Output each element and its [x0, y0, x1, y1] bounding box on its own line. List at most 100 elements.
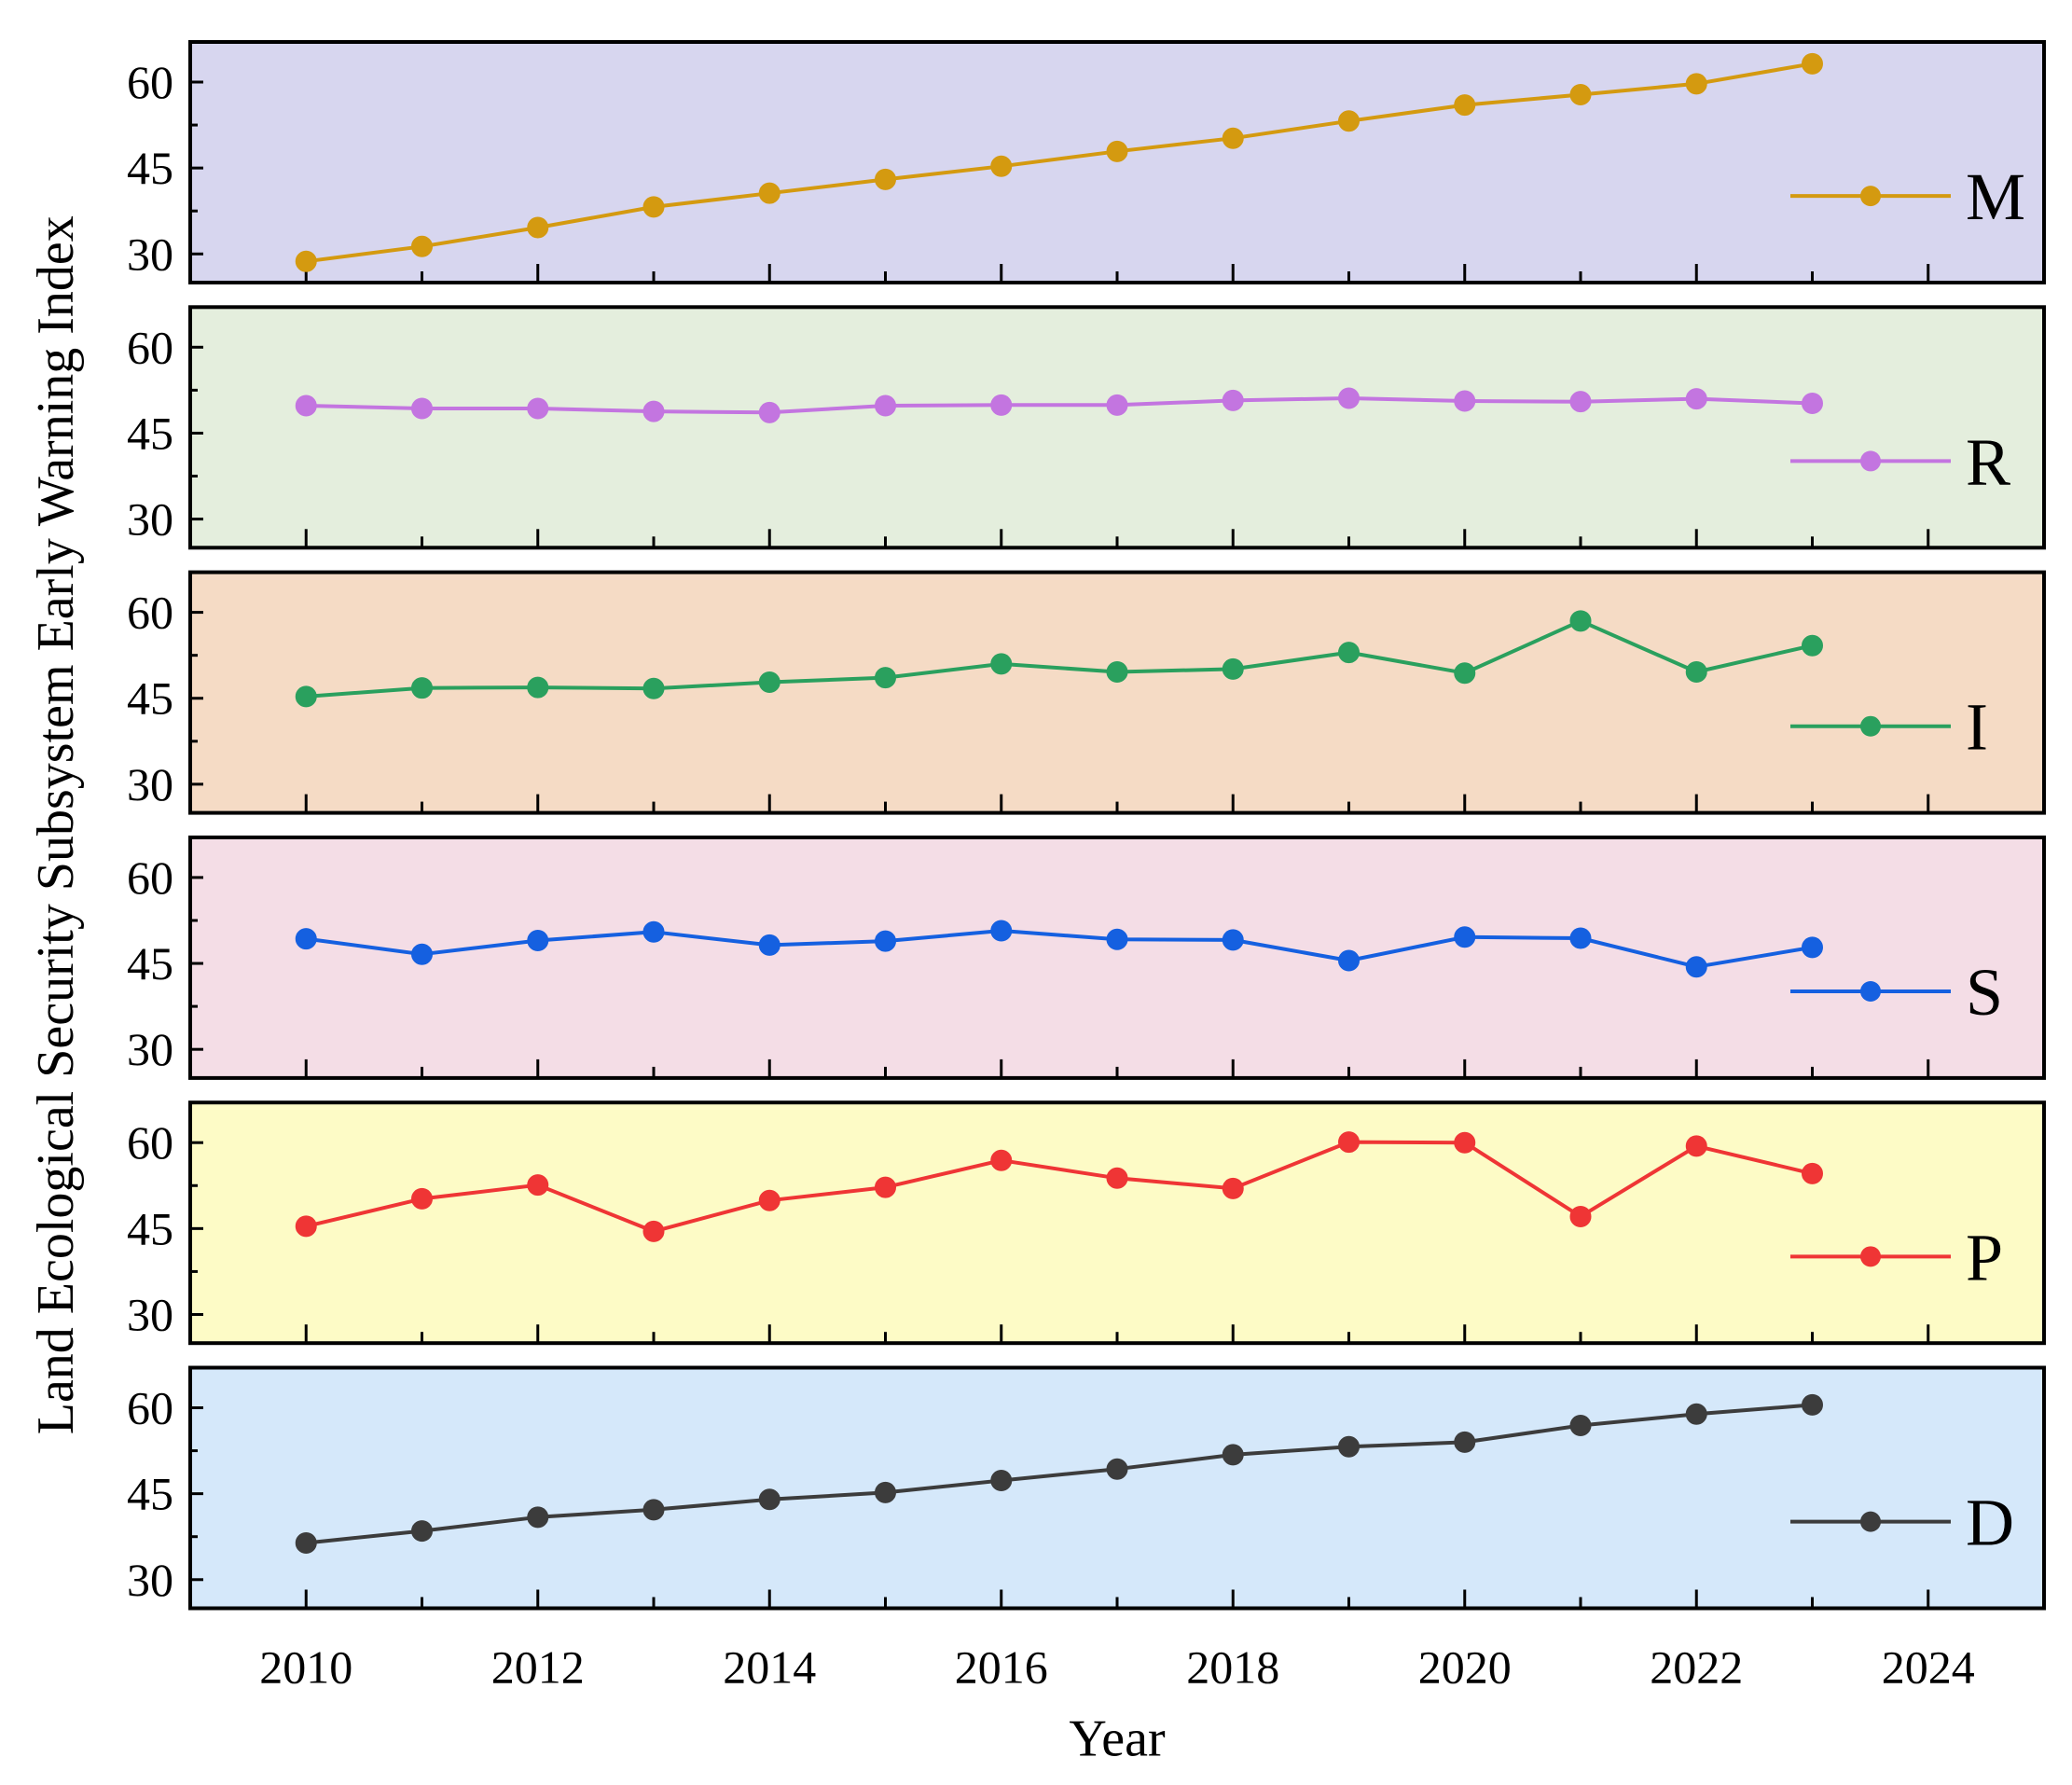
data-point: [990, 920, 1013, 942]
data-point: [875, 667, 896, 689]
panel-background: [190, 1367, 2044, 1609]
panel-frame: [188, 40, 2046, 284]
data-point: [990, 394, 1013, 416]
data-point: [1569, 391, 1592, 413]
data-point: [1338, 1131, 1360, 1154]
data-point: [1106, 140, 1128, 162]
legend-label-s: S: [1966, 955, 2003, 1030]
series-line-i: [306, 618, 1813, 699]
data-point: [1569, 84, 1592, 106]
data-point: [1222, 389, 1244, 411]
data-point: [295, 1531, 317, 1554]
data-point: [1454, 1131, 1476, 1154]
data-point: [1454, 390, 1476, 412]
y-tick-label: 30: [127, 1554, 173, 1606]
data-point: [1454, 94, 1476, 117]
data-point: [758, 1488, 780, 1511]
data-point: [527, 1174, 549, 1197]
x-axis: 2010 2012 2014 2016 2018 2020 2022 2024: [259, 1641, 1975, 1694]
data-point: [758, 182, 780, 204]
x-tick-label: 2020: [1418, 1641, 1512, 1694]
data-point: [1454, 1431, 1476, 1453]
x-tick-label: 2012: [491, 1641, 585, 1694]
panel-background: [190, 837, 2044, 1078]
data-point: [1802, 393, 1823, 414]
data-point: [642, 920, 665, 943]
data-point: [875, 394, 896, 417]
data-point: [1106, 660, 1128, 683]
data-point: [875, 1176, 896, 1198]
y-tick-label: 30: [127, 758, 173, 810]
y-tick-label: 60: [127, 1382, 173, 1434]
data-point: [411, 235, 433, 257]
legend-marker-d: [1860, 1511, 1881, 1532]
chart-panels: 30 45 60 M 30 45 60 R 30 45 60 I 30 45 60 S 30 45 60 P 30 45 6…: [127, 40, 2046, 1611]
data-point: [295, 928, 317, 950]
data-point: [1222, 1444, 1244, 1466]
legend-label-i: I: [1966, 690, 1988, 765]
data-point: [1569, 1415, 1592, 1437]
data-point: [411, 1187, 433, 1210]
data-point: [1802, 1393, 1823, 1416]
data-point: [642, 196, 665, 218]
x-tick-label: 2022: [1650, 1641, 1743, 1694]
y-tick-label: 45: [127, 407, 173, 459]
data-point: [411, 1520, 433, 1543]
data-point: [642, 400, 665, 422]
data-point: [1222, 1177, 1244, 1199]
data-point: [1454, 926, 1476, 948]
data-point: [758, 1189, 780, 1211]
legend-label-m: M: [1966, 159, 2025, 234]
data-point: [1222, 127, 1244, 149]
data-point: [1222, 657, 1244, 680]
data-point: [990, 1149, 1013, 1171]
data-point: [527, 676, 549, 699]
data-point: [1802, 52, 1823, 75]
data-point: [1802, 936, 1823, 959]
panel-s: 30 45 60 S: [127, 835, 2046, 1080]
x-axis-title: Year: [1069, 1710, 1166, 1768]
data-point: [1802, 1162, 1823, 1184]
panel-frame: [188, 835, 2046, 1080]
y-tick-label: 45: [127, 672, 173, 725]
legend-marker-m: [1860, 186, 1881, 207]
data-point: [411, 397, 433, 420]
data-point: [1106, 394, 1128, 416]
data-point: [642, 1499, 665, 1521]
data-point: [1338, 110, 1360, 132]
data-point: [1338, 387, 1360, 409]
x-tick-label: 2016: [955, 1641, 1048, 1694]
legend-label-d: D: [1966, 1486, 2014, 1560]
panel-p: 30 45 60 P: [127, 1100, 2046, 1346]
data-point: [1338, 642, 1360, 664]
data-point: [527, 929, 549, 951]
legend-label-r: R: [1966, 424, 2010, 499]
y-tick-label: 30: [127, 493, 173, 546]
data-point: [1106, 1458, 1128, 1480]
data-point: [1454, 662, 1476, 685]
x-tick-label: 2018: [1186, 1641, 1279, 1694]
series-line-m: [306, 62, 1813, 264]
data-point: [642, 677, 665, 699]
series-line-d: [306, 1403, 1813, 1545]
y-tick-label: 30: [127, 228, 173, 280]
panel-r: 30 45 60 R: [127, 305, 2046, 550]
data-point: [758, 671, 780, 694]
data-point: [1685, 388, 1707, 410]
legend-marker-r: [1860, 450, 1881, 472]
y-tick-label: 60: [127, 587, 173, 639]
data-point: [1569, 927, 1592, 949]
data-point: [295, 394, 317, 417]
y-tick-label: 45: [127, 142, 173, 194]
series-line-s: [306, 929, 1813, 969]
data-point: [527, 1506, 549, 1529]
panel-d: 30 45 60 D: [127, 1365, 2046, 1611]
data-point: [1685, 1403, 1707, 1425]
data-point: [758, 934, 780, 956]
data-point: [295, 685, 317, 708]
panel-frame: [188, 570, 2046, 815]
panel-background: [190, 1102, 2044, 1344]
y-tick-label: 30: [127, 1288, 173, 1340]
data-point: [1106, 928, 1128, 950]
